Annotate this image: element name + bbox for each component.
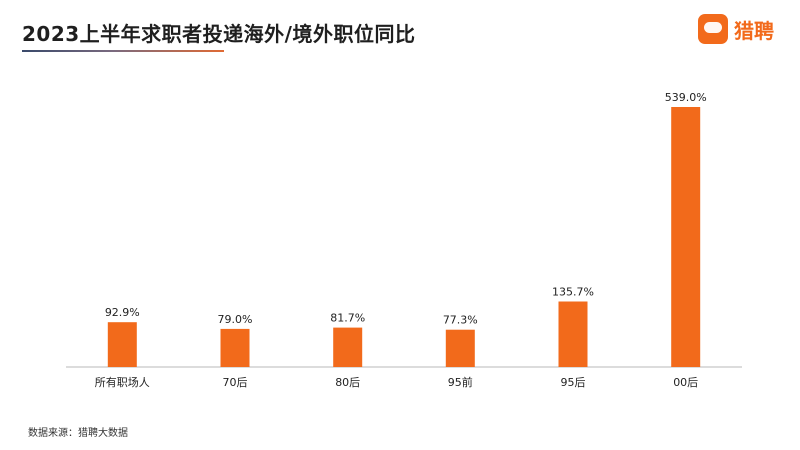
- brand-logo: 猎聘: [698, 14, 774, 44]
- x-tick-label-3: 95前: [448, 375, 473, 389]
- logo-text: 猎聘: [734, 18, 774, 43]
- data-label-1: 79.0%: [218, 313, 253, 326]
- page-title: 2023上半年求职者投递海外/境外职位同比: [22, 22, 416, 46]
- x-tick-label-4: 95后: [561, 376, 586, 389]
- title-underline: [22, 50, 224, 52]
- data-label-3: 77.3%: [443, 314, 478, 327]
- x-tick-label-2: 80后: [335, 376, 360, 389]
- data-label-4: 135.7%: [552, 286, 594, 299]
- data-label-2: 81.7%: [330, 312, 365, 325]
- bar-5: [671, 107, 701, 367]
- data-source: 数据来源：猎聘大数据: [28, 428, 128, 439]
- bar-2: [333, 327, 363, 367]
- x-tick-label-5: 00后: [673, 376, 698, 389]
- x-tick-label-0: 所有职场人: [95, 375, 150, 389]
- logo-chat-icon: [698, 14, 728, 44]
- bar-4: [558, 301, 588, 367]
- data-label-0: 92.9%: [105, 306, 140, 319]
- x-tick-label-1: 70后: [223, 376, 248, 389]
- bar-3: [445, 329, 475, 367]
- bar-0: [107, 322, 137, 367]
- data-label-5: 539.0%: [665, 91, 707, 104]
- bar-1: [220, 328, 250, 367]
